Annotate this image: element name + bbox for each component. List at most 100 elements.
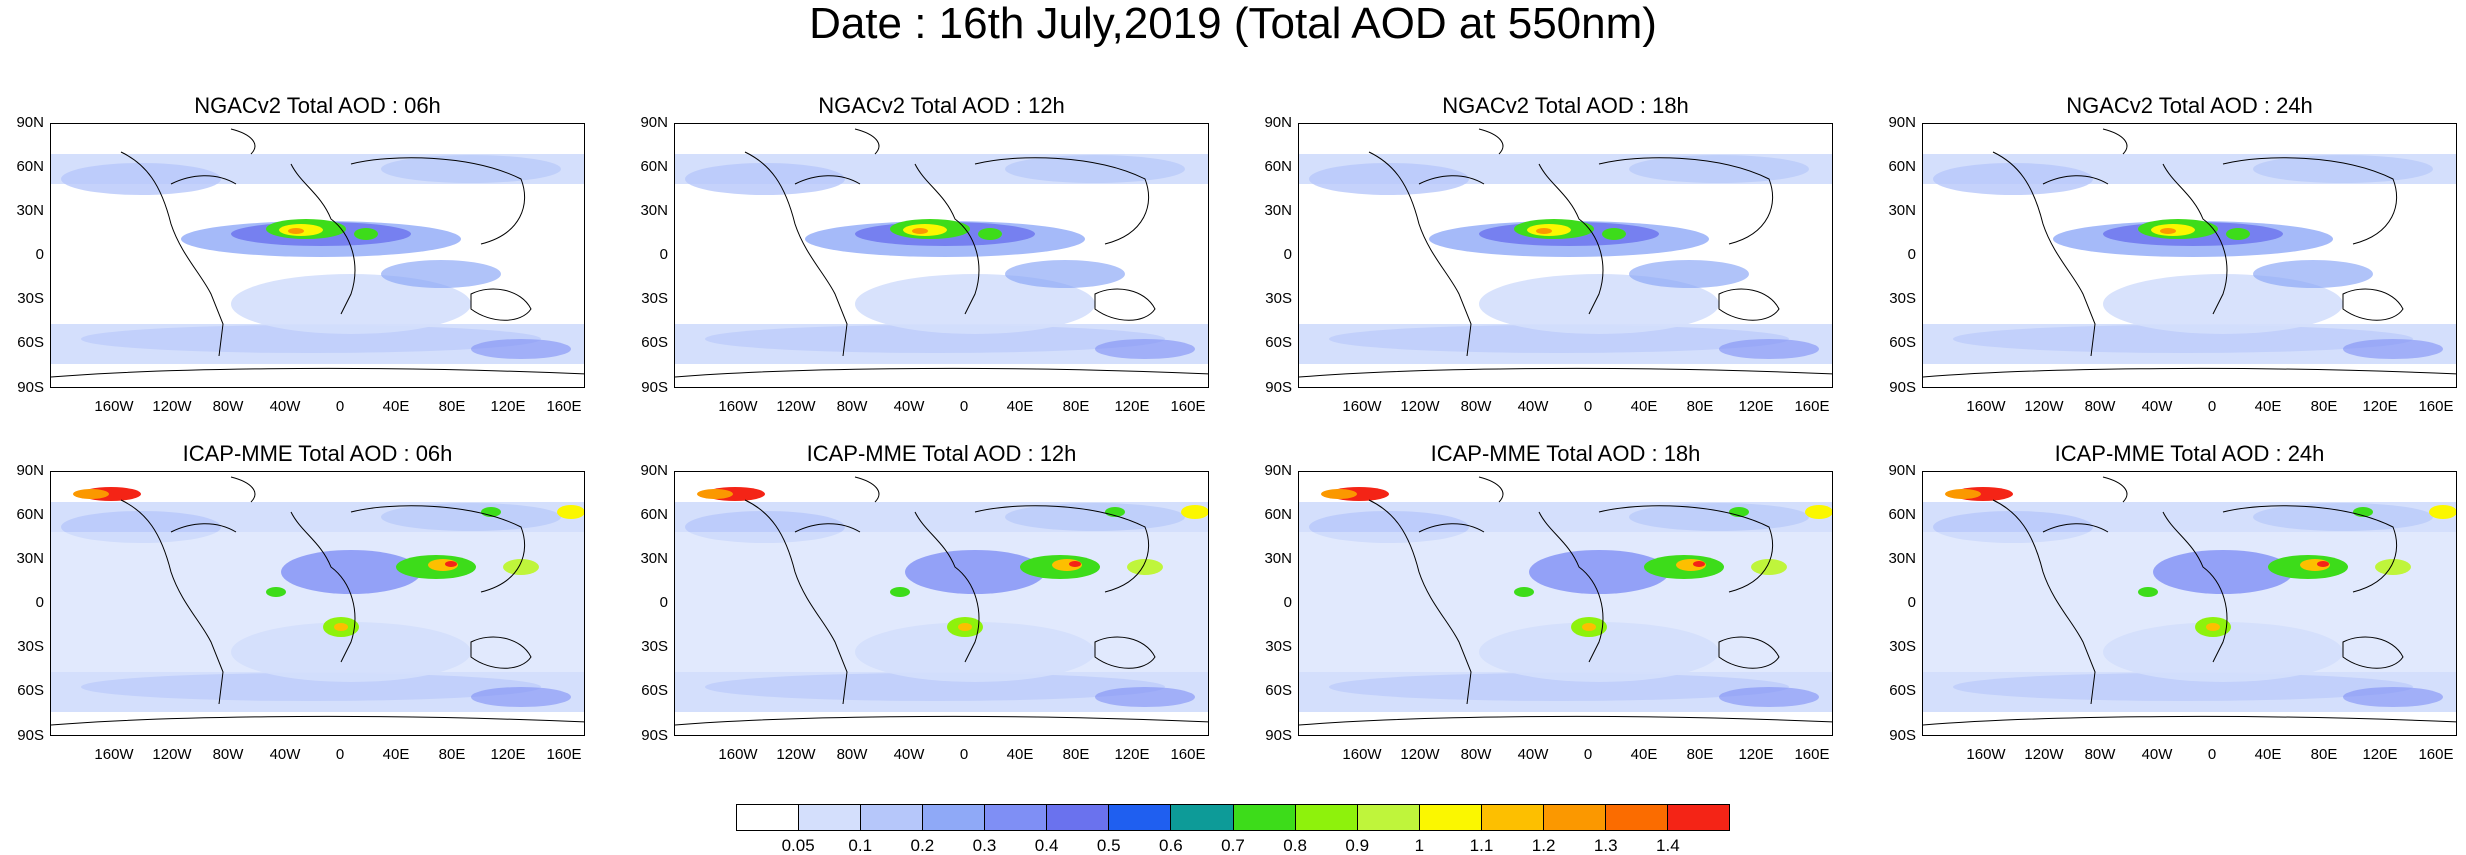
latitude-tick-label: 90S <box>641 727 668 744</box>
latitude-tick-label: 0 <box>1907 246 1916 263</box>
latitude-tick-label: 30N <box>640 202 668 219</box>
latitude-tick-label: 60N <box>640 506 668 523</box>
latitude-tick-label: 30N <box>1888 550 1916 567</box>
colorbar-label: 0.5 <box>1096 836 1121 855</box>
colorbar-label: 0.1 <box>848 836 873 855</box>
colorbar-swatch <box>1543 805 1606 830</box>
longitude-tick-label: 160E <box>1794 746 1830 763</box>
panel-title: NGACv2 Total AOD : 24h <box>2066 93 2313 118</box>
colorbar-label: 0.05 <box>781 836 815 855</box>
latitude-tick-label: 30N <box>1264 550 1292 567</box>
longitude-tick-label: 0 <box>1583 746 1593 763</box>
colorbar-swatch <box>1047 805 1110 830</box>
aod-map <box>1922 471 2457 736</box>
latitude-tick-label: 0 <box>35 594 44 611</box>
longitude-tick-label: 0 <box>1583 398 1593 415</box>
aod-map <box>674 123 1209 388</box>
longitude-tick-label: 120E <box>1738 398 1774 415</box>
panel-title: ICAP-MME Total AOD : 18h <box>1430 441 1701 466</box>
longitude-tick-label: 40W <box>893 746 925 763</box>
longitude-tick-label: 0 <box>335 398 345 415</box>
latitude-tick-label: 30N <box>16 202 44 219</box>
colorbar-swatch <box>861 805 924 830</box>
colorbar-swatch <box>1605 805 1668 830</box>
longitude-tick-label: 40W <box>2141 746 2173 763</box>
latitude-tick-label: 0 <box>1283 594 1292 611</box>
latitude-tick-label: 60S <box>641 682 668 699</box>
latitude-tick-label: 90N <box>16 114 44 131</box>
latitude-tick-label: 0 <box>35 246 44 263</box>
longitude-tick-label: 120E <box>2362 398 2398 415</box>
longitude-tick-label: 80E <box>2310 746 2338 763</box>
aod-map <box>1298 123 1833 388</box>
longitude-tick-label: 160W <box>1966 398 2006 415</box>
latitude-tick-label: 90S <box>1889 379 1916 396</box>
latitude-tick-label: 60S <box>641 334 668 351</box>
figure-title: Date : 16th July,2019 (Total AOD at 550n… <box>809 0 1657 48</box>
colorbar-label: 1.2 <box>1531 836 1556 855</box>
colorbar-swatch <box>1667 805 1729 830</box>
longitude-tick-label: 80E <box>1062 398 1090 415</box>
latitude-tick-label: 60N <box>640 158 668 175</box>
latitude-tick-label: 30S <box>641 638 668 655</box>
longitude-tick-label: 80W <box>212 746 244 763</box>
latitude-tick-label: 90N <box>640 462 668 479</box>
latitude-tick-label: 30S <box>17 638 44 655</box>
longitude-tick-label: 40E <box>1006 746 1034 763</box>
longitude-tick-label: 120W <box>2024 746 2064 763</box>
aod-map <box>1922 123 2457 388</box>
colorbar-label: 1.4 <box>1656 836 1680 855</box>
map-panel: ICAP-MME Total AOD : 24h 90N 60N 30N 0 30S 60S… <box>1872 441 2457 771</box>
longitude-tick-label: 40E <box>2254 746 2282 763</box>
longitude-tick-label: 160W <box>1342 746 1382 763</box>
colorbar-label: 0.3 <box>972 836 997 855</box>
latitude-tick-label: 60S <box>1889 334 1916 351</box>
latitude-tick-label: 90N <box>640 114 668 131</box>
longitude-tick-label: 80W <box>836 398 868 415</box>
aod-map <box>50 471 585 736</box>
colorbar-swatch <box>1295 805 1358 830</box>
panel-title: ICAP-MME Total AOD : 24h <box>2054 441 2325 466</box>
panel-title: NGACv2 Total AOD : 06h <box>194 93 441 118</box>
longitude-tick-label: 40W <box>893 398 925 415</box>
latitude-tick-label: 0 <box>1283 246 1292 263</box>
longitude-tick-label: 80E <box>2310 398 2338 415</box>
latitude-tick-label: 30N <box>1264 202 1292 219</box>
panel-title: NGACv2 Total AOD : 12h <box>818 93 1065 118</box>
colorbar-label: 0.8 <box>1283 836 1307 855</box>
latitude-tick-label: 90N <box>1264 114 1292 131</box>
longitude-tick-label: 120W <box>776 398 816 415</box>
latitude-tick-label: 60N <box>1264 158 1292 175</box>
colorbar-swatch <box>1419 805 1482 830</box>
longitude-tick-label: 120E <box>1114 746 1150 763</box>
longitude-tick-label: 80E <box>1062 746 1090 763</box>
longitude-tick-label: 80E <box>438 746 466 763</box>
colorbar-label: 0.9 <box>1345 836 1370 855</box>
latitude-tick-label: 30S <box>1265 290 1292 307</box>
latitude-tick-label: 0 <box>1907 594 1916 611</box>
longitude-tick-label: 120W <box>776 746 816 763</box>
map-panel: NGACv2 Total AOD : 12h 90N 60N 30N 0 30S 60S 90… <box>624 93 1209 423</box>
colorbar-swatch <box>1109 805 1172 830</box>
latitude-tick-label: 0 <box>659 594 668 611</box>
longitude-tick-label: 80W <box>2084 398 2116 415</box>
colorbar-swatch <box>1357 805 1420 830</box>
map-panel: ICAP-MME Total AOD : 18h 90N 60N 30N 0 30S 60S… <box>1248 441 1833 771</box>
longitude-tick-label: 120W <box>152 398 192 415</box>
colorbar-swatch <box>1481 805 1544 830</box>
latitude-tick-label: 90S <box>641 379 668 396</box>
colorbar-swatch <box>1171 805 1234 830</box>
longitude-tick-label: 120E <box>1114 398 1150 415</box>
longitude-tick-label: 160E <box>2418 398 2454 415</box>
colorbar-label: 0.6 <box>1159 836 1183 855</box>
longitude-tick-label: 120W <box>2024 398 2064 415</box>
latitude-tick-label: 30S <box>1889 290 1916 307</box>
longitude-tick-label: 120W <box>1400 746 1440 763</box>
longitude-tick-label: 0 <box>335 746 345 763</box>
longitude-tick-label: 80W <box>836 746 868 763</box>
colorbar-label: 1.1 <box>1469 836 1494 855</box>
panel-title: NGACv2 Total AOD : 18h <box>1442 93 1689 118</box>
latitude-tick-label: 30S <box>17 290 44 307</box>
longitude-tick-label: 160W <box>718 746 758 763</box>
colorbar-swatch <box>985 805 1048 830</box>
